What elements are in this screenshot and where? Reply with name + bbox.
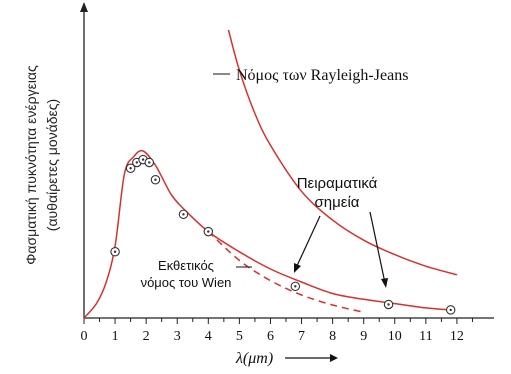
y-axis-label-group: Φασματική πυκνότητα ενέργειας (αυθαίρετε… <box>23 65 60 265</box>
axes: 0 1 2 3 4 5 6 7 8 9 10 11 12 <box>80 2 494 344</box>
y-axis-label-line2: (αυθαίρετες μονάδες) <box>44 99 60 231</box>
x-axis-label-arrow-head <box>330 354 338 362</box>
x-tick-label: 2 <box>143 329 150 344</box>
rayleigh-jeans-label: Νόμος των Rayleigh-Jeans <box>236 67 408 84</box>
x-tick-label: 12 <box>450 329 464 344</box>
wien-curve <box>207 231 364 313</box>
x-tick-label: 7 <box>298 329 305 344</box>
experimental-point-center <box>182 213 185 216</box>
rayleigh-jeans-curve <box>227 29 458 276</box>
experimental-point-center <box>129 167 132 170</box>
points-arrow-right-line <box>369 211 386 284</box>
x-tick-label: 8 <box>329 329 336 344</box>
annotations: Νόμος των Rayleigh-Jeans Πειραματικά σημ… <box>141 67 409 290</box>
points-arrow-left-line <box>295 215 321 269</box>
x-tick-label: 10 <box>388 329 402 344</box>
x-tick-label: 5 <box>236 329 243 344</box>
wien-label-line1: Εκθετικός <box>158 258 214 273</box>
y-axis-arrowhead <box>80 2 88 12</box>
x-tick-label: 1 <box>112 329 119 344</box>
experimental-point-center <box>154 178 157 181</box>
x-tick-label: 3 <box>174 329 181 344</box>
x-axis-label: λ(μm) <box>235 350 273 367</box>
experimental-point-center <box>449 308 452 312</box>
experimental-point-center <box>207 230 210 233</box>
points-arrow-left-head <box>294 263 301 273</box>
planck-curve <box>83 149 451 319</box>
experimental-points-label-line2: σημεία <box>315 194 360 211</box>
experimental-points <box>110 154 456 315</box>
experimental-point-center <box>141 158 145 161</box>
experimental-point-center <box>113 250 117 253</box>
experimental-point-center <box>135 161 139 164</box>
x-tick-label: 9 <box>360 329 367 344</box>
x-tick-label: 0 <box>81 329 88 344</box>
experimental-point-center <box>294 285 297 288</box>
x-axis-label-group: λ(μm) <box>235 350 338 367</box>
experimental-points-label-line1: Πειραματικά <box>297 175 378 192</box>
wien-label-line2: νόμος του Wien <box>141 275 232 290</box>
experimental-point-center <box>148 161 151 164</box>
x-tick-label: 11 <box>419 329 432 344</box>
points-arrow-right-head <box>381 278 388 288</box>
x-tick-label: 6 <box>267 329 274 344</box>
x-tick-label: 4 <box>205 329 212 344</box>
experimental-point-center <box>387 303 390 306</box>
curves <box>83 29 458 319</box>
y-axis-label-line1: Φασματική πυκνότητα ενέργειας <box>23 65 39 265</box>
